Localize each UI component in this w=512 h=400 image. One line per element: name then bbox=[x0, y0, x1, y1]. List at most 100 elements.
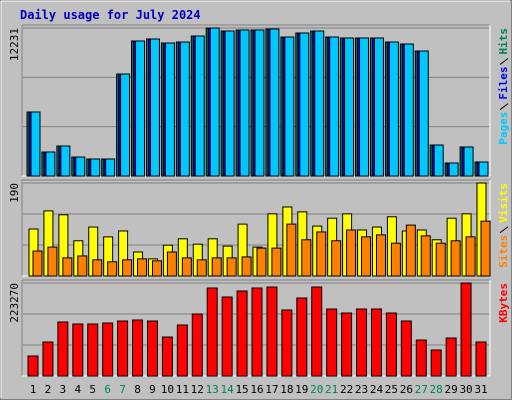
x-tick-label: 14 bbox=[221, 383, 235, 396]
x-tick-label: 25 bbox=[385, 383, 398, 396]
x-tick-label: 10 bbox=[161, 383, 174, 396]
bar bbox=[107, 261, 118, 277]
bar bbox=[179, 41, 190, 177]
bar bbox=[166, 251, 177, 277]
bar bbox=[296, 297, 308, 377]
bar bbox=[405, 224, 416, 277]
x-tick-label: 15 bbox=[235, 383, 248, 396]
bar bbox=[400, 320, 412, 377]
legend-label: Pages bbox=[497, 112, 510, 145]
x-tick-label: 19 bbox=[295, 383, 308, 396]
bar bbox=[181, 257, 192, 277]
bar bbox=[370, 308, 382, 377]
x-tick-label: 22 bbox=[340, 383, 353, 396]
bar bbox=[403, 43, 414, 177]
bar bbox=[329, 36, 340, 177]
bar bbox=[450, 240, 461, 277]
bar bbox=[30, 111, 41, 177]
bar bbox=[57, 321, 69, 377]
bar bbox=[42, 341, 54, 377]
x-tick-label: 26 bbox=[400, 383, 413, 396]
bar bbox=[176, 324, 188, 377]
bar bbox=[256, 247, 267, 277]
bar bbox=[75, 156, 86, 177]
bar bbox=[420, 235, 431, 277]
bar bbox=[435, 242, 446, 277]
bar bbox=[62, 257, 73, 277]
x-tick-label: 27 bbox=[415, 383, 428, 396]
bar bbox=[149, 38, 160, 177]
legend-separator bbox=[499, 58, 509, 65]
bar bbox=[211, 257, 222, 277]
bar bbox=[194, 35, 205, 177]
bar bbox=[346, 229, 357, 277]
bar bbox=[241, 256, 252, 277]
bar bbox=[385, 312, 397, 377]
bar bbox=[418, 50, 429, 177]
bar bbox=[361, 236, 372, 277]
legend-label: Hits bbox=[497, 28, 510, 55]
bar bbox=[92, 259, 103, 277]
x-tick-label: 28 bbox=[430, 383, 443, 396]
legend: Visits Sites bbox=[497, 183, 510, 268]
bar bbox=[326, 308, 338, 377]
bar bbox=[448, 162, 459, 177]
bar bbox=[105, 158, 116, 177]
x-tick-label: 7 bbox=[119, 383, 126, 396]
legend-separator bbox=[499, 226, 509, 234]
bar bbox=[60, 145, 71, 177]
bar bbox=[375, 234, 386, 277]
bar bbox=[120, 73, 131, 177]
x-tick-label: 18 bbox=[280, 383, 293, 396]
bar bbox=[390, 242, 401, 277]
x-tick-label: 29 bbox=[445, 383, 458, 396]
bar bbox=[206, 287, 218, 377]
legend: KBytes bbox=[497, 283, 510, 323]
bar bbox=[27, 355, 39, 377]
x-tick-label: 12 bbox=[191, 383, 204, 396]
bar bbox=[301, 239, 312, 277]
y-max-label: 223270 bbox=[8, 283, 21, 323]
bar bbox=[135, 40, 146, 177]
bar bbox=[117, 320, 129, 377]
x-tick-label: 23 bbox=[355, 383, 368, 396]
bar bbox=[72, 323, 84, 377]
x-tick-label: 20 bbox=[310, 383, 323, 396]
legend-label: KBytes bbox=[497, 283, 510, 323]
x-tick-label: 16 bbox=[250, 383, 263, 396]
bar bbox=[77, 255, 88, 277]
bar bbox=[480, 220, 491, 277]
bar bbox=[32, 250, 43, 277]
x-tick-label: 13 bbox=[206, 383, 219, 396]
bar bbox=[286, 223, 297, 277]
legend-separator bbox=[499, 103, 509, 111]
x-tick-label: 2 bbox=[45, 383, 52, 396]
bar bbox=[266, 286, 278, 377]
bar bbox=[341, 312, 353, 377]
bar bbox=[221, 296, 233, 377]
legend-label: Sites bbox=[497, 235, 510, 268]
bar bbox=[281, 309, 293, 377]
bar bbox=[236, 290, 248, 377]
legend-label: Visits bbox=[497, 183, 510, 223]
bar bbox=[331, 240, 342, 277]
bar bbox=[209, 27, 220, 177]
bar bbox=[463, 146, 474, 177]
bar bbox=[224, 30, 235, 177]
bar bbox=[151, 260, 162, 277]
bar bbox=[146, 320, 158, 377]
bar bbox=[271, 247, 282, 277]
x-tick-label: 5 bbox=[89, 383, 96, 396]
bar bbox=[254, 29, 265, 177]
bar bbox=[311, 286, 323, 377]
x-tick-label: 6 bbox=[104, 383, 111, 396]
y-max-label: 190 bbox=[8, 183, 21, 203]
bar bbox=[445, 337, 457, 377]
bar bbox=[373, 37, 384, 177]
x-tick-label: 1 bbox=[30, 383, 37, 396]
bar bbox=[47, 246, 58, 277]
bar bbox=[87, 323, 99, 377]
bar bbox=[132, 319, 144, 377]
x-tick-label: 3 bbox=[60, 383, 67, 396]
